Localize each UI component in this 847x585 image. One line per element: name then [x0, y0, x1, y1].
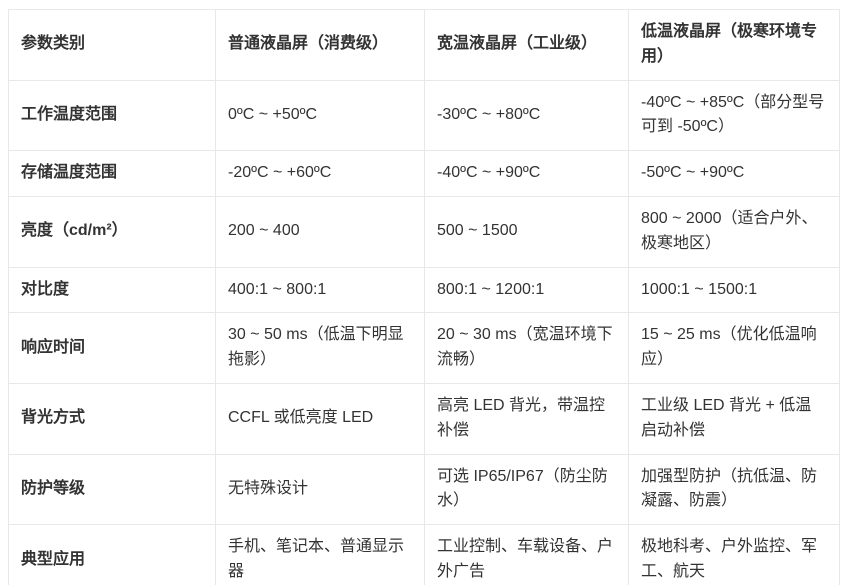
data-cell: 30 ~ 50 ms（低温下明显拖影）: [215, 312, 425, 384]
row-label-cell: 存储温度范围: [8, 150, 216, 197]
data-cell: 工业控制、车载设备、户外广告: [424, 524, 629, 585]
data-cell: 极地科考、户外监控、军工、航天: [628, 524, 840, 585]
table-row-contrast: 对比度 400:1 ~ 800:1 800:1 ~ 1200:1 1000:1 …: [8, 266, 840, 314]
table-row-response-time: 响应时间 30 ~ 50 ms（低温下明显拖影） 20 ~ 30 ms（宽温环境…: [8, 312, 840, 384]
data-cell: 加强型防护（抗低温、防凝露、防震）: [628, 453, 840, 526]
table-row-storage-temp: 存储温度范围 -20ºC ~ +60ºC -40ºC ~ +90ºC -50ºC…: [8, 150, 840, 197]
data-cell: 0ºC ~ +50ºC: [215, 79, 425, 152]
data-cell: 无特殊设计: [215, 453, 425, 526]
row-label-cell: 工作温度范围: [8, 79, 216, 152]
data-cell: -50ºC ~ +90ºC: [628, 150, 840, 197]
data-cell: -40ºC ~ +85ºC（部分型号可到 -50ºC）: [628, 79, 840, 152]
data-cell: 手机、笔记本、普通显示器: [215, 524, 425, 585]
table-row-protection: 防护等级 无特殊设计 可选 IP65/IP67（防尘防水） 加强型防护（抗低温、…: [8, 453, 840, 526]
data-cell: 800:1 ~ 1200:1: [424, 266, 629, 314]
table-row-applications: 典型应用 手机、笔记本、普通显示器 工业控制、车载设备、户外广告 极地科考、户外…: [8, 524, 840, 585]
table-header-row: 参数类别 普通液晶屏（消费级） 宽温液晶屏（工业级） 低温液晶屏（极寒环境专用）: [8, 9, 840, 81]
row-label-cell: 响应时间: [8, 312, 216, 384]
data-cell: 15 ~ 25 ms（优化低温响应）: [628, 312, 840, 384]
data-cell: 400:1 ~ 800:1: [215, 266, 425, 314]
table-row-backlight: 背光方式 CCFL 或低亮度 LED 高亮 LED 背光，带温控补偿 工业级 L…: [8, 382, 840, 455]
row-label-cell: 对比度: [8, 266, 216, 314]
data-cell: -40ºC ~ +90ºC: [424, 150, 629, 197]
data-cell: 200 ~ 400: [215, 195, 425, 268]
header-cell-lowtemp-lcd: 低温液晶屏（极寒环境专用）: [628, 9, 840, 81]
data-cell: 500 ~ 1500: [424, 195, 629, 268]
table-row-brightness: 亮度（cd/m²） 200 ~ 400 500 ~ 1500 800 ~ 200…: [8, 195, 840, 268]
row-label-cell: 典型应用: [8, 524, 216, 585]
header-cell-parameter-category: 参数类别: [8, 9, 216, 81]
data-cell: 800 ~ 2000（适合户外、极寒地区）: [628, 195, 840, 268]
row-label-cell: 防护等级: [8, 453, 216, 526]
data-cell: -30ºC ~ +80ºC: [424, 79, 629, 152]
data-cell: 工业级 LED 背光 + 低温启动补偿: [628, 382, 840, 455]
row-label-cell: 背光方式: [8, 382, 216, 455]
data-cell: 1000:1 ~ 1500:1: [628, 266, 840, 314]
data-cell: 可选 IP65/IP67（防尘防水）: [424, 453, 629, 526]
lcd-comparison-table: 参数类别 普通液晶屏（消费级） 宽温液晶屏（工业级） 低温液晶屏（极寒环境专用）…: [8, 9, 840, 585]
header-cell-industrial-lcd: 宽温液晶屏（工业级）: [424, 9, 629, 81]
header-cell-consumer-lcd: 普通液晶屏（消费级）: [215, 9, 425, 81]
table-row-operating-temp: 工作温度范围 0ºC ~ +50ºC -30ºC ~ +80ºC -40ºC ~…: [8, 79, 840, 152]
row-label-cell: 亮度（cd/m²）: [8, 195, 216, 268]
data-cell: CCFL 或低亮度 LED: [215, 382, 425, 455]
data-cell: 高亮 LED 背光，带温控补偿: [424, 382, 629, 455]
data-cell: -20ºC ~ +60ºC: [215, 150, 425, 197]
data-cell: 20 ~ 30 ms（宽温环境下流畅）: [424, 312, 629, 384]
